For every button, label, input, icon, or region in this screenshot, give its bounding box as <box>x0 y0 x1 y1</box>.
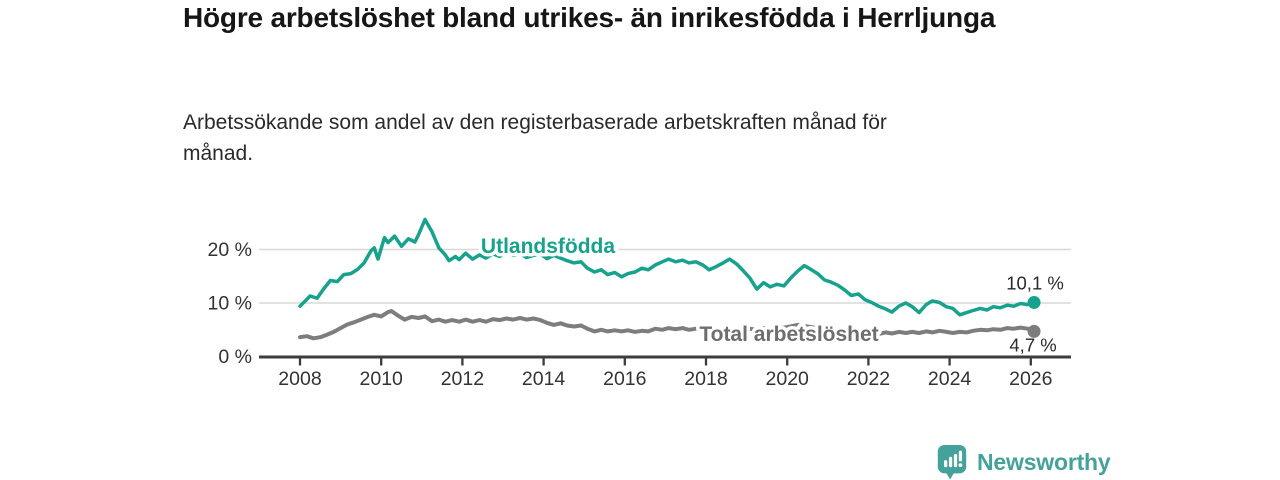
x-tick-label: 2016 <box>603 368 646 390</box>
x-tick-label: 2022 <box>847 368 890 390</box>
y-tick-label: 20 % <box>208 239 252 261</box>
chart-labels: 0 % 10 % 20 % 2008 2010 2012 2014 2016 2018 2020 2… <box>208 232 1064 391</box>
x-tick-label: 2014 <box>522 368 566 390</box>
x-tick-label: 2008 <box>278 368 321 390</box>
series-label-1: Total arbetslöshet <box>699 323 878 346</box>
newsworthy-bar-chart-bubble-icon <box>937 444 967 480</box>
x-tick-label: 2018 <box>684 368 727 390</box>
x-tick-label: 2026 <box>1009 368 1052 390</box>
chart-title: Högre arbetslöshet bland utrikes- än inr… <box>183 2 996 33</box>
series-label-0: Utlandsfödda <box>481 235 615 258</box>
newsworthy-wordmark: Newsworthy <box>977 448 1111 475</box>
end-dot-1 <box>1027 324 1041 338</box>
series-lines <box>298 217 1041 341</box>
x-axis <box>259 355 1071 366</box>
y-tick-label: 0 % <box>218 346 252 368</box>
series-line-0 <box>298 217 1036 317</box>
chart-subtitle: Arbetssökande som andel av den registerb… <box>183 111 887 166</box>
end-dot-0 <box>1027 295 1041 309</box>
x-tick-label: 2012 <box>441 368 484 390</box>
x-tick-label: 2010 <box>360 368 404 390</box>
gridlines <box>259 248 1071 304</box>
series-line-1 <box>298 309 1036 341</box>
newsworthy-logo: Newsworthy <box>936 444 1111 480</box>
y-tick-label: 10 % <box>208 293 252 315</box>
end-value-label-1: 4,7 % <box>1009 334 1056 355</box>
end-value-label-0: 10,1 % <box>1006 272 1064 293</box>
x-tick-label: 2024 <box>928 368 972 390</box>
x-tick-label: 2020 <box>766 368 810 390</box>
